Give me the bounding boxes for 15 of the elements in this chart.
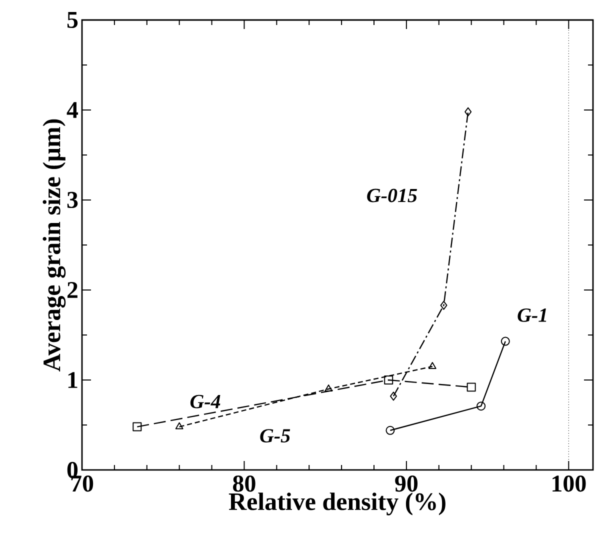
y-tick-label: 1 (68, 372, 78, 388)
y-tick-label: 2 (67, 282, 78, 298)
x-tick-label: 90 (395, 476, 418, 492)
y-tick-label: 5 (67, 12, 78, 28)
x-tick-label: 80 (233, 476, 256, 492)
series-label: G-015 (367, 188, 417, 202)
x-tick-label: 100 (552, 476, 586, 492)
y-tick-label: 3 (67, 192, 78, 208)
y-axis-title: Average grain size (µm) (42, 119, 66, 372)
x-tick-label: 70 (71, 476, 94, 492)
x-axis-title: Relative density (%) (228, 492, 446, 516)
series-label: G-4 (190, 394, 220, 408)
series-label: G-5 (260, 429, 290, 442)
series-label: G-1 (518, 308, 546, 322)
y-tick-label: 4 (66, 102, 78, 118)
